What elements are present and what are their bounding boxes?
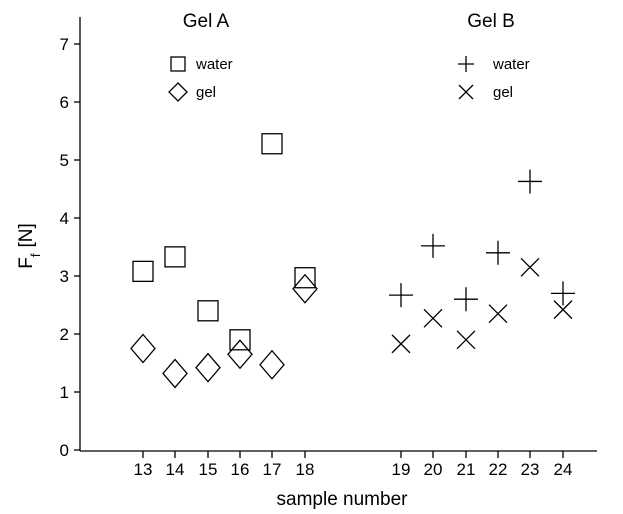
point-diamond-gel <box>292 273 318 304</box>
legend-marker-cross <box>458 84 474 100</box>
point-plus-water <box>518 169 542 194</box>
point-diamond-gel <box>162 358 188 389</box>
legend-marker-square <box>170 56 186 72</box>
x-tick-label: 17 <box>263 460 282 479</box>
point-cross-gel <box>553 300 573 320</box>
x-tick-label: 13 <box>134 460 153 479</box>
y-axis-label: Ff [N] <box>16 223 43 269</box>
legend-label: water <box>492 56 530 73</box>
y-tick-label: 6 <box>60 93 69 112</box>
group-title: Gel A <box>183 11 230 32</box>
y-axis-label-main: F <box>16 257 37 269</box>
point-diamond-gel <box>259 349 285 380</box>
x-tick-label: 15 <box>199 460 218 479</box>
y-ticks: 0 1 2 3 4 5 6 7 <box>60 35 80 460</box>
point-diamond-gel <box>130 333 156 364</box>
group-title: Gel B <box>467 11 515 32</box>
point-square-water <box>197 300 219 322</box>
x-tick-label: 16 <box>231 460 250 479</box>
point-plus-water <box>389 283 413 308</box>
legend-label: gel <box>196 84 216 101</box>
point-diamond-gel <box>195 352 221 383</box>
y-axis-label-sub: f <box>28 253 43 257</box>
x-tick-label: 18 <box>296 460 315 479</box>
x-tick-label: 23 <box>521 460 540 479</box>
y-tick-label: 7 <box>60 35 69 54</box>
y-tick-label: 3 <box>60 267 69 286</box>
point-cross-gel <box>391 334 411 354</box>
y-tick-label: 0 <box>60 441 69 460</box>
x-ticks: 13 14 15 16 17 18 19 20 21 22 23 24 <box>134 451 573 479</box>
point-square-water <box>229 329 251 351</box>
legends: Gel A water gel Gel B water gel <box>168 11 530 102</box>
x-tick-label: 20 <box>424 460 443 479</box>
legend-label: gel <box>493 84 513 101</box>
x-axis-label: sample number <box>277 489 409 510</box>
point-plus-water <box>454 287 478 312</box>
point-square-water <box>294 267 316 289</box>
point-cross-gel <box>488 304 508 324</box>
data-points <box>130 133 575 389</box>
legend-label: water <box>195 56 233 73</box>
point-cross-gel <box>456 330 476 350</box>
y-tick-label: 4 <box>60 209 69 228</box>
x-tick-label: 24 <box>554 460 573 479</box>
point-square-water <box>164 246 186 268</box>
x-tick-label: 21 <box>457 460 476 479</box>
point-square-water <box>261 133 283 155</box>
point-plus-water <box>421 233 445 258</box>
point-cross-gel <box>520 257 540 277</box>
y-axis-label-unit: [N] <box>16 223 37 247</box>
y-tick-label: 1 <box>60 383 69 402</box>
legend-marker-plus <box>458 56 474 72</box>
x-tick-label: 22 <box>489 460 508 479</box>
point-plus-water <box>486 240 510 265</box>
axes <box>79 17 597 452</box>
y-tick-label: 2 <box>60 325 69 344</box>
point-plus-water <box>551 281 575 306</box>
point-square-water <box>132 260 154 283</box>
point-cross-gel <box>423 308 443 328</box>
point-diamond-gel <box>227 339 253 370</box>
y-tick-label: 5 <box>60 151 69 170</box>
legend-marker-diamond <box>168 82 188 102</box>
x-tick-label: 14 <box>166 460 185 479</box>
x-tick-label: 19 <box>392 460 411 479</box>
